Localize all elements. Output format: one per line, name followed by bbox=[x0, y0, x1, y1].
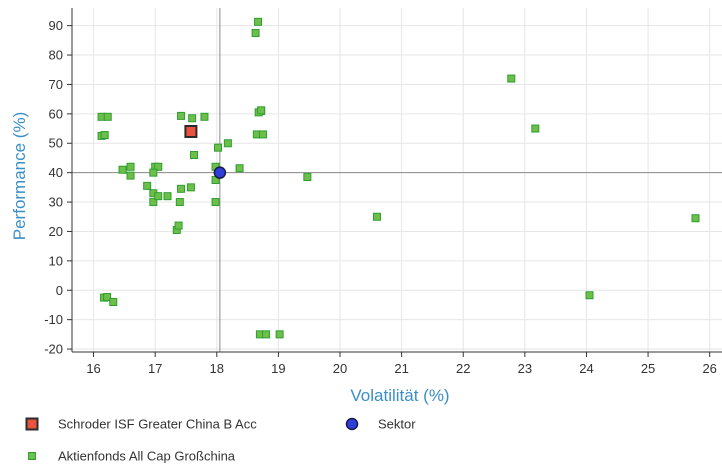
x-tick-label: 17 bbox=[148, 361, 162, 376]
y-tick-label: 80 bbox=[49, 48, 63, 63]
y-tick-label: 60 bbox=[49, 106, 63, 121]
peer-fund-point bbox=[186, 183, 195, 192]
y-axis-title: Performance (%) bbox=[10, 112, 29, 240]
peer-fund-point bbox=[177, 184, 186, 193]
axes: 16 17 18 19 20 21 22 23 24 25 26 -20 -10 0 10 20 30 40 50 6… bbox=[44, 8, 722, 376]
peer-fund-point bbox=[200, 112, 209, 121]
y-tick-label: 10 bbox=[49, 253, 63, 268]
x-tick-label: 18 bbox=[210, 361, 224, 376]
peer-fund-point bbox=[126, 171, 135, 180]
x-tick-label: 21 bbox=[394, 361, 408, 376]
y-tick-label: 20 bbox=[49, 224, 63, 239]
legend-label: Schroder ISF Greater China B Acc bbox=[58, 417, 257, 432]
x-tick-label: 16 bbox=[86, 361, 100, 376]
fund-point bbox=[184, 124, 198, 138]
data-points bbox=[97, 17, 700, 339]
y-tick-label: 50 bbox=[49, 136, 63, 151]
x-tick-label: 19 bbox=[271, 361, 285, 376]
peer-fund-point bbox=[103, 112, 112, 121]
peer-fund-point bbox=[211, 198, 220, 207]
peer-fund-point bbox=[175, 198, 184, 207]
peer-fund-point bbox=[143, 181, 152, 190]
x-tick-label: 23 bbox=[518, 361, 532, 376]
peer-fund-point bbox=[223, 139, 232, 148]
peer-fund-point bbox=[149, 198, 158, 207]
peer-fund-point bbox=[691, 214, 700, 223]
y-tick-label: -10 bbox=[44, 312, 63, 327]
peer-fund-point bbox=[235, 164, 244, 173]
peer-fund-point bbox=[174, 221, 183, 230]
peer-fund-point bbox=[214, 143, 223, 152]
y-tick-label: -20 bbox=[44, 342, 63, 357]
y-tick-label: 40 bbox=[49, 165, 63, 180]
x-axis-title: Volatilität (%) bbox=[350, 386, 449, 405]
grid bbox=[72, 8, 722, 352]
peer-fund-point bbox=[109, 298, 118, 307]
peer-fund-point bbox=[275, 330, 284, 339]
peer-fund-point bbox=[103, 293, 112, 302]
peer-fund-point bbox=[372, 212, 381, 221]
peer-fund-point bbox=[251, 28, 260, 37]
peer-fund-point bbox=[531, 124, 540, 133]
legend: Schroder ISF Greater China B Acc Sektor Ak… bbox=[25, 417, 416, 464]
legend-fund-marker bbox=[25, 417, 39, 431]
x-tick-label: 22 bbox=[456, 361, 470, 376]
peer-fund-point bbox=[118, 165, 127, 174]
peer-fund-point bbox=[585, 291, 594, 300]
peer-fund-point bbox=[257, 106, 266, 115]
peer-fund-point bbox=[149, 168, 158, 177]
legend-label: Aktienfonds All Cap Großchina bbox=[58, 449, 236, 464]
peer-fund-point bbox=[189, 151, 198, 160]
peer-fund-point bbox=[163, 192, 172, 201]
peer-fund-point bbox=[303, 173, 312, 182]
legend-sector-marker bbox=[345, 417, 359, 431]
peer-fund-point bbox=[262, 330, 271, 339]
peer-fund-point bbox=[154, 192, 163, 201]
reference-lines bbox=[72, 8, 722, 352]
y-tick-label: 0 bbox=[56, 283, 63, 298]
x-tick-label: 24 bbox=[579, 361, 593, 376]
peer-fund-point bbox=[126, 162, 135, 171]
peer-fund-point bbox=[100, 131, 109, 140]
y-tick-label: 30 bbox=[49, 195, 63, 210]
peer-fund-point bbox=[507, 74, 516, 83]
peer-fund-point bbox=[154, 162, 163, 171]
x-tick-label: 26 bbox=[702, 361, 716, 376]
peer-fund-point bbox=[258, 130, 267, 139]
y-tick-label: 90 bbox=[49, 18, 63, 33]
legend-label: Sektor bbox=[378, 417, 416, 432]
sector-point bbox=[213, 166, 227, 179]
peer-fund-point bbox=[254, 17, 263, 26]
peer-fund-point bbox=[188, 114, 197, 123]
x-tick-label: 25 bbox=[641, 361, 655, 376]
legend-peer-marker bbox=[28, 452, 36, 460]
peer-fund-point bbox=[177, 111, 186, 120]
y-tick-label: 70 bbox=[49, 77, 63, 92]
x-tick-label: 20 bbox=[333, 361, 347, 376]
